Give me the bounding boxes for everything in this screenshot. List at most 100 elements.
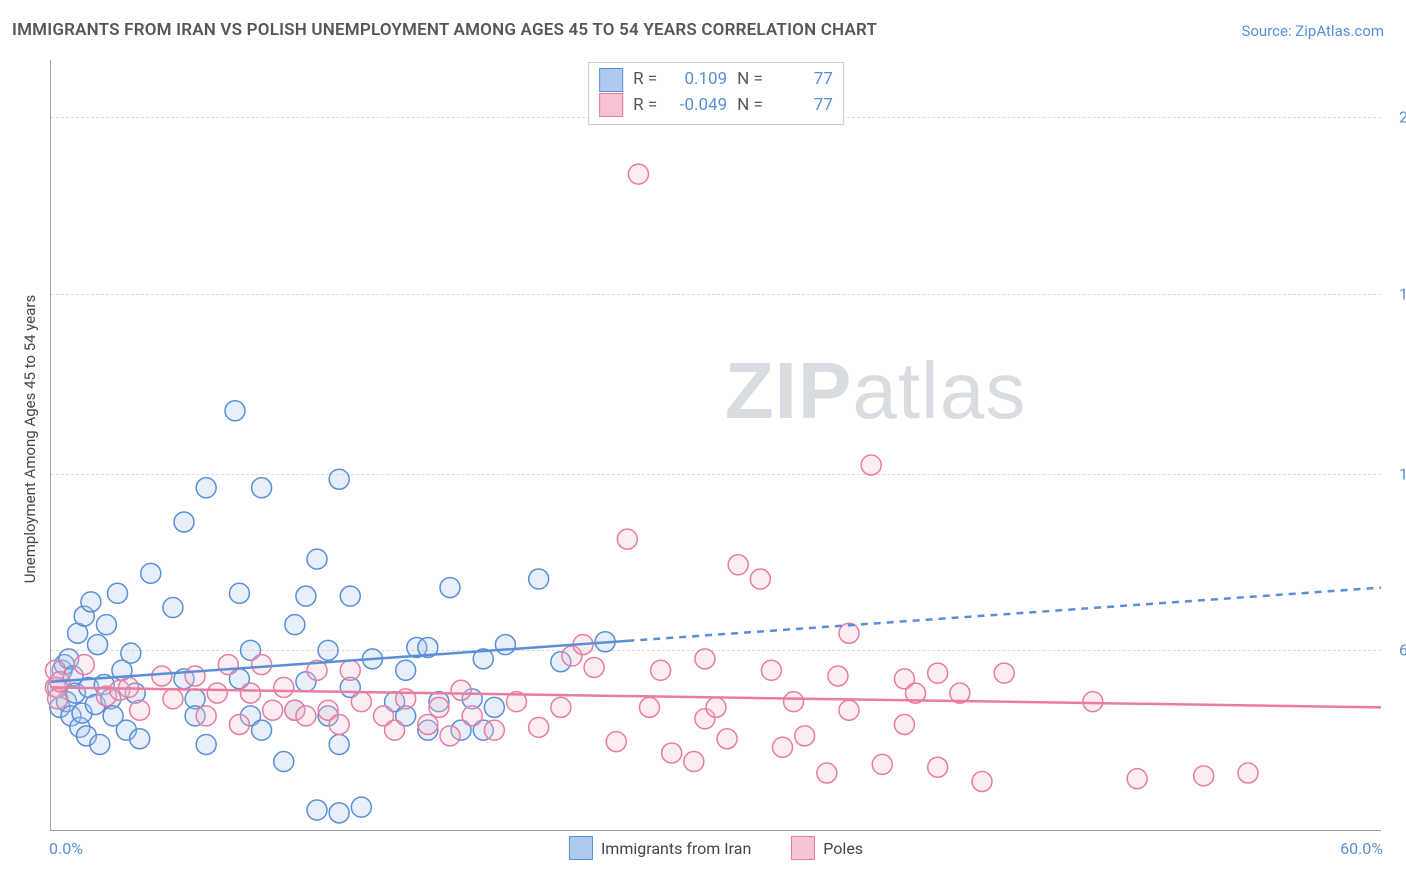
bottom-legend: Immigrants from Iran Poles xyxy=(569,836,863,860)
scatter-point-poles xyxy=(451,680,471,700)
scatter-point-poles xyxy=(274,677,294,697)
scatter-point-poles xyxy=(484,720,504,740)
y-tick-label: 18.8% xyxy=(1391,284,1406,303)
scatter-point-poles xyxy=(773,737,793,757)
scatter-point-iran xyxy=(174,512,194,532)
scatter-point-poles xyxy=(651,660,671,680)
plot-area: ZIPatlas 6.3%12.5%18.8%25.0% R = 0.109 N… xyxy=(50,60,1381,831)
x-tick-60: 60.0% xyxy=(1340,839,1383,858)
scatter-point-poles xyxy=(152,666,172,686)
scatter-point-poles xyxy=(784,692,804,712)
scatter-point-iran xyxy=(495,635,515,655)
scatter-point-iran xyxy=(108,583,128,603)
legend-item-iran: Immigrants from Iran xyxy=(569,836,751,860)
scatter-point-poles xyxy=(640,697,660,717)
n-label-iran: N = xyxy=(737,67,763,93)
scatter-point-poles xyxy=(163,689,183,709)
scatter-point-poles xyxy=(606,732,626,752)
scatter-point-iran xyxy=(351,797,371,817)
legend-swatch-poles xyxy=(791,836,815,860)
scatter-point-poles xyxy=(185,666,205,686)
legend-label-iran: Immigrants from Iran xyxy=(601,839,751,858)
scatter-point-poles xyxy=(252,655,272,675)
r-label-poles: R = xyxy=(633,93,657,119)
scatter-point-iran xyxy=(225,401,245,421)
stats-row-poles: R = -0.049 N = 77 xyxy=(599,93,833,119)
n-value-poles: 77 xyxy=(773,93,833,119)
scatter-point-poles xyxy=(972,772,992,792)
scatter-point-poles xyxy=(1083,692,1103,712)
scatter-point-iran xyxy=(318,640,338,660)
scatter-point-poles xyxy=(551,697,571,717)
scatter-point-iran xyxy=(196,478,216,498)
scatter-point-poles xyxy=(351,692,371,712)
scatter-point-iran xyxy=(252,720,272,740)
trendline-dashed-iran xyxy=(627,588,1381,641)
scatter-point-iran xyxy=(307,549,327,569)
legend-item-poles: Poles xyxy=(791,836,863,860)
n-label-poles: N = xyxy=(737,93,763,119)
scatter-point-poles xyxy=(130,700,150,720)
scatter-point-iran xyxy=(229,583,249,603)
r-label-iran: R = xyxy=(633,67,657,93)
scatter-point-poles xyxy=(229,714,249,734)
scatter-point-poles xyxy=(839,700,859,720)
scatter-point-poles xyxy=(817,763,837,783)
swatch-iran xyxy=(599,68,623,92)
scatter-point-poles xyxy=(872,754,892,774)
scatter-point-poles xyxy=(717,729,737,749)
scatter-point-poles xyxy=(761,660,781,680)
chart-title: IMMIGRANTS FROM IRAN VS POLISH UNEMPLOYM… xyxy=(12,20,877,40)
scatter-point-poles xyxy=(861,455,881,475)
source-link[interactable]: Source: ZipAtlas.com xyxy=(1241,22,1384,40)
scatter-point-poles xyxy=(340,660,360,680)
scatter-point-iran xyxy=(440,578,460,598)
scatter-point-poles xyxy=(462,706,482,726)
scatter-point-poles xyxy=(828,666,848,686)
n-value-iran: 77 xyxy=(773,67,833,93)
scatter-point-iran xyxy=(141,563,161,583)
scatter-point-iran xyxy=(396,660,416,680)
scatter-point-iran xyxy=(90,734,110,754)
scatter-point-iran xyxy=(307,800,327,820)
scatter-point-poles xyxy=(529,717,549,737)
scatter-point-poles xyxy=(263,700,283,720)
y-axis-label: Unemployment Among Ages 45 to 54 years xyxy=(21,259,39,619)
scatter-point-poles xyxy=(440,726,460,746)
scatter-point-iran xyxy=(484,697,504,717)
swatch-poles xyxy=(599,93,623,117)
scatter-point-poles xyxy=(296,706,316,726)
scatter-point-poles xyxy=(329,714,349,734)
scatter-point-iran xyxy=(96,615,116,635)
scatter-point-poles xyxy=(706,697,726,717)
x-tick-0: 0.0% xyxy=(49,839,83,858)
scatter-point-poles xyxy=(750,569,770,589)
scatter-point-iran xyxy=(252,478,272,498)
scatter-point-iran xyxy=(296,586,316,606)
stats-box: R = 0.109 N = 77 R = -0.049 N = 77 xyxy=(588,62,844,125)
scatter-point-poles xyxy=(928,757,948,777)
scatter-point-poles xyxy=(994,663,1014,683)
scatter-point-poles xyxy=(385,720,405,740)
scatter-point-poles xyxy=(617,529,637,549)
scatter-point-poles xyxy=(695,649,715,669)
scatter-point-poles xyxy=(584,657,604,677)
scatter-point-poles xyxy=(1194,766,1214,786)
scatter-point-poles xyxy=(628,164,648,184)
r-value-poles: -0.049 xyxy=(667,93,727,119)
scatter-point-poles xyxy=(218,655,238,675)
scatter-point-poles xyxy=(196,706,216,726)
stats-row-iran: R = 0.109 N = 77 xyxy=(599,67,833,93)
scatter-point-iran xyxy=(81,592,101,612)
scatter-point-iran xyxy=(340,586,360,606)
scatter-point-poles xyxy=(894,714,914,734)
scatter-point-iran xyxy=(329,734,349,754)
scatter-point-iran xyxy=(88,635,108,655)
scatter-point-poles xyxy=(1238,763,1258,783)
scatter-point-poles xyxy=(418,714,438,734)
r-value-iran: 0.109 xyxy=(667,67,727,93)
scatter-point-poles xyxy=(74,655,94,675)
scatter-point-poles xyxy=(662,743,682,763)
scatter-svg xyxy=(51,60,1381,830)
scatter-point-poles xyxy=(795,726,815,746)
